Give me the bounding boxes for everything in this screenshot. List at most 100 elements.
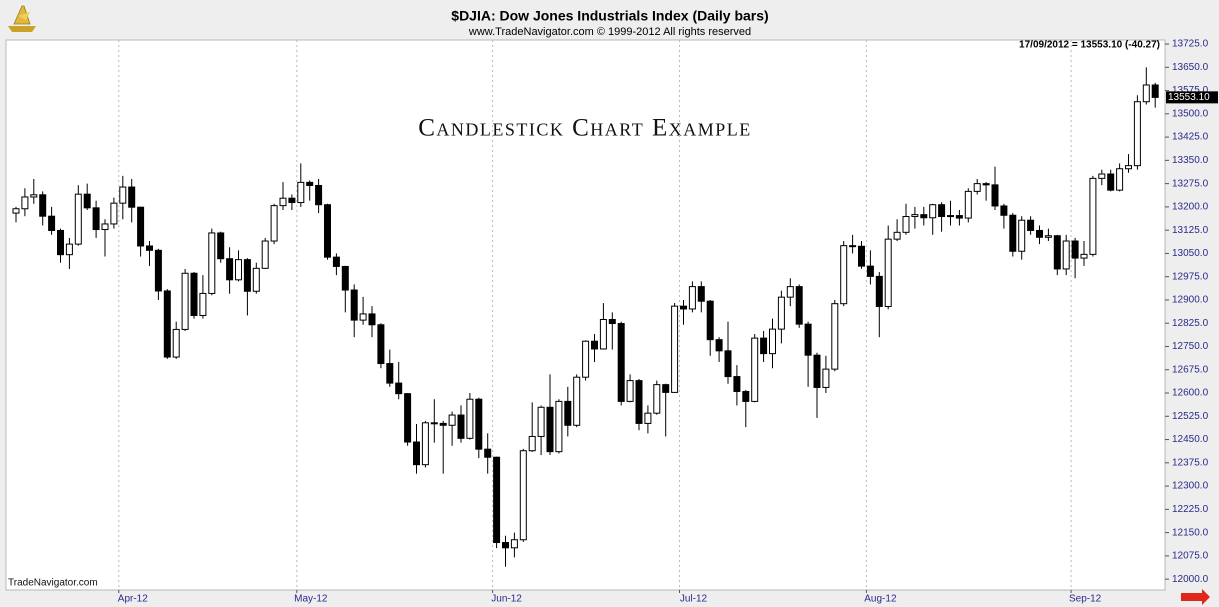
x-tick-label: Jul-12 xyxy=(680,594,708,605)
candle-body xyxy=(1116,168,1124,191)
candle-body xyxy=(875,275,883,307)
x-tick-label: Sep-12 xyxy=(1069,594,1102,605)
candle-body xyxy=(849,245,857,248)
candle-body xyxy=(591,340,598,350)
y-tick-label: 13050.0 xyxy=(1172,248,1209,259)
candle-body xyxy=(1071,240,1079,259)
candle-body xyxy=(1133,101,1141,167)
candle-body xyxy=(1098,173,1106,179)
candle-body xyxy=(324,204,331,258)
candle-body xyxy=(502,542,509,549)
y-tick-label: 13650.0 xyxy=(1172,62,1209,73)
x-tick-label: May-12 xyxy=(294,594,328,605)
candle-body xyxy=(368,313,376,326)
candle-body xyxy=(1009,214,1017,252)
candle-body xyxy=(893,231,901,240)
candle-body xyxy=(866,265,874,277)
candle-body xyxy=(1044,235,1052,238)
candle-body xyxy=(279,197,287,207)
candle-body xyxy=(252,267,260,292)
candle-body xyxy=(101,223,109,231)
annotation: Candlestick Chart Example xyxy=(418,115,752,142)
candle-body xyxy=(573,376,581,426)
candle-body xyxy=(21,196,29,210)
chart-title: $DJIA: Dow Jones Industrials Index (Dail… xyxy=(451,8,768,24)
candle-body xyxy=(884,238,892,307)
watermark: TradeNavigator.com xyxy=(8,578,98,589)
candle-body xyxy=(938,204,946,218)
candle-body xyxy=(715,339,723,352)
candle-body xyxy=(404,393,412,443)
candle-body xyxy=(448,414,456,426)
candle-body xyxy=(858,245,865,267)
candle-body xyxy=(671,305,679,393)
candle-body xyxy=(39,194,47,217)
candle-body xyxy=(582,340,590,378)
y-tick-label: 12450.0 xyxy=(1172,434,1209,445)
scroll-arrow[interactable] xyxy=(1181,589,1210,605)
candle-body xyxy=(475,398,483,450)
y-tick-label: 12300.0 xyxy=(1172,481,1209,492)
candle-body xyxy=(12,208,20,214)
candle-body xyxy=(929,204,937,219)
candle-body xyxy=(395,382,403,395)
candle-body xyxy=(128,186,136,208)
candle-body xyxy=(528,435,536,452)
y-tick-label: 13575.0 xyxy=(1172,85,1209,96)
candle-body xyxy=(1142,84,1150,103)
candle-body xyxy=(74,193,82,245)
candle-body xyxy=(777,296,785,330)
candle-body xyxy=(555,400,563,453)
candles xyxy=(12,67,1159,567)
candle-body xyxy=(226,258,234,281)
candle-body xyxy=(48,215,56,231)
candle-body xyxy=(30,194,38,198)
candle-body xyxy=(608,318,616,325)
candle-body xyxy=(617,323,625,402)
candle-body xyxy=(83,193,91,209)
candle-body xyxy=(955,215,963,219)
candle-body xyxy=(92,207,100,231)
candle-body xyxy=(413,441,420,466)
candle-body xyxy=(386,363,394,384)
y-tick-label: 12375.0 xyxy=(1172,457,1209,468)
candle-body xyxy=(208,232,216,294)
candle-body xyxy=(742,390,750,402)
candle-body xyxy=(110,202,118,225)
candle-body xyxy=(662,384,670,393)
candle-body xyxy=(688,286,696,310)
y-tick-label: 12750.0 xyxy=(1172,341,1209,352)
candle-body xyxy=(724,350,732,378)
candle-body xyxy=(163,290,171,358)
candle-body xyxy=(510,539,518,549)
candle-body xyxy=(235,259,242,281)
candle-body xyxy=(537,406,545,437)
y-tick-label: 13500.0 xyxy=(1172,108,1209,119)
candle-body xyxy=(599,318,607,350)
candle-body xyxy=(1018,219,1026,252)
price-info: 17/09/2012 = 13553.10 (-40.27) xyxy=(1019,40,1160,51)
candle-body xyxy=(822,368,830,388)
candle-body xyxy=(947,215,954,218)
candle-body xyxy=(697,286,705,302)
y-tick-label: 13125.0 xyxy=(1172,225,1209,236)
candle-body xyxy=(181,272,189,330)
candle-body xyxy=(57,229,64,256)
candle-body xyxy=(190,272,198,316)
last-price-label: 13553.10 xyxy=(1168,92,1210,103)
candle-body xyxy=(902,216,910,233)
y-tick-label: 13200.0 xyxy=(1172,202,1209,213)
candle-body xyxy=(991,184,999,207)
candle-body xyxy=(217,232,225,260)
candle-body xyxy=(154,249,162,292)
candle-body xyxy=(564,400,572,426)
chart-subtitle: www.TradeNavigator.com © 1999-2012 All r… xyxy=(468,26,751,38)
candle-body xyxy=(377,324,385,365)
candle-body xyxy=(119,186,127,204)
candle-body xyxy=(840,245,848,305)
y-tick-label: 12900.0 xyxy=(1172,295,1209,306)
candle-body xyxy=(911,214,919,218)
candle-body xyxy=(813,354,821,388)
candle-body xyxy=(1027,219,1035,231)
